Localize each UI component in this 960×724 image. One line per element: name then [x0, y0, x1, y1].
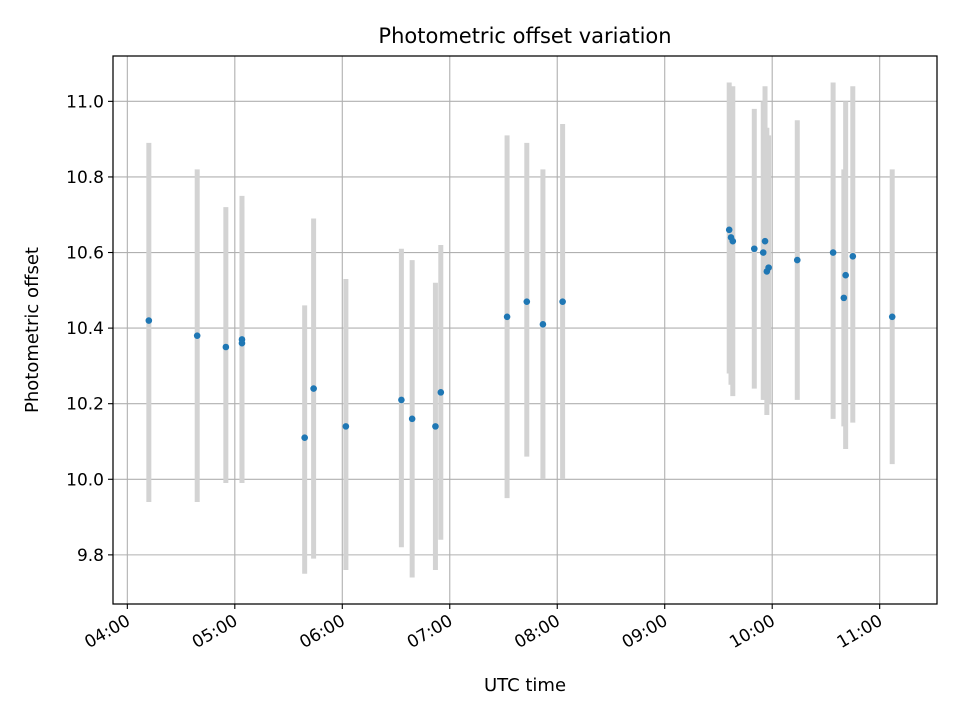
data-point — [849, 253, 857, 260]
data-point — [437, 389, 445, 396]
data-point — [750, 245, 758, 253]
data-point — [238, 339, 246, 347]
data-point — [523, 298, 531, 305]
y-tick-label: 10.4 — [66, 319, 104, 339]
y-tick-label: 10.2 — [66, 395, 104, 415]
data-point — [342, 423, 350, 430]
data-point — [145, 317, 153, 324]
x-axis-label: UTC time — [484, 675, 566, 696]
y-tick-label: 9.8 — [77, 546, 104, 566]
y-tick-label: 10.8 — [66, 168, 104, 188]
data-point — [759, 249, 767, 256]
data-point — [559, 298, 566, 305]
data-point — [761, 237, 769, 245]
data-point — [432, 423, 439, 430]
data-point — [408, 415, 416, 423]
data-point — [888, 313, 896, 321]
chart-title: Photometric offset variation — [378, 24, 671, 48]
data-point — [842, 271, 849, 279]
point-layer — [145, 226, 896, 442]
data-point — [840, 294, 848, 302]
data-point — [301, 434, 308, 442]
y-tick-label: 10.0 — [66, 470, 104, 490]
data-point — [222, 343, 230, 351]
data-point — [310, 385, 317, 392]
data-point — [725, 226, 733, 234]
data-point — [829, 249, 837, 256]
data-point — [539, 321, 547, 328]
data-point — [793, 256, 801, 264]
data-point — [765, 264, 772, 271]
data-point — [729, 237, 737, 245]
data-point — [503, 313, 511, 321]
data-point — [193, 332, 201, 339]
data-point — [398, 396, 405, 404]
plot-frame — [112, 55, 938, 605]
y-tick-label: 11.0 — [66, 92, 104, 112]
y-tick-label: 10.6 — [66, 244, 104, 264]
y-axis-label: Photometric offset — [22, 247, 43, 413]
